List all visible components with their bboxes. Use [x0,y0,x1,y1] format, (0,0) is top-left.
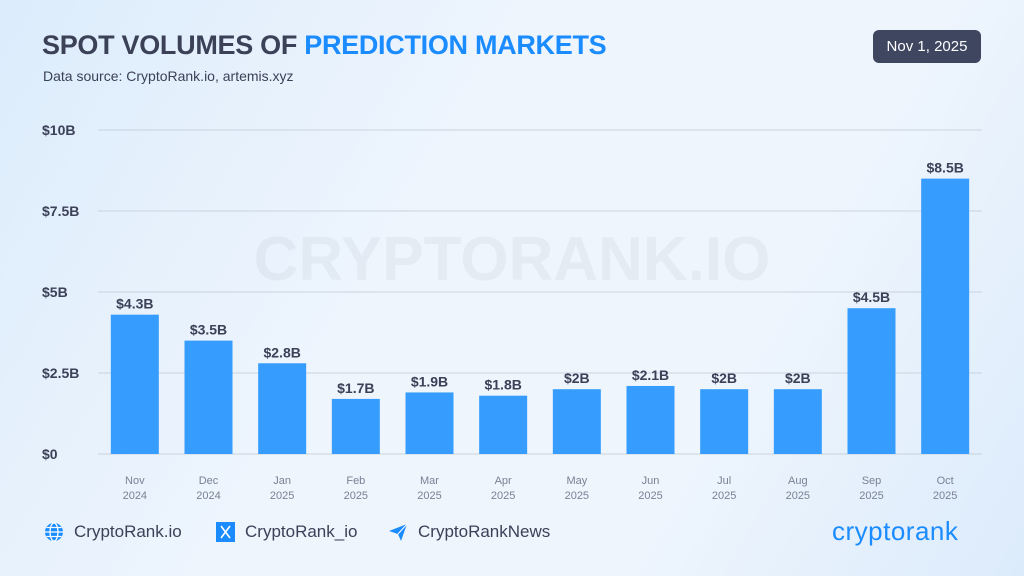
data-label: $8.5B [926,160,963,176]
y-tick-label: $7.5B [42,203,79,219]
y-tick-label: $0 [42,446,58,462]
x-tick-label: Mar [420,475,439,487]
x-tick-year: 2025 [712,490,736,502]
footer-website[interactable]: CryptoRank.io [44,522,182,542]
x-tick-year: 2025 [270,490,294,502]
x-tick-year: 2025 [786,490,810,502]
x-tick-label: Jan [273,475,291,487]
x-tick-year: 2025 [491,490,515,502]
x-tick-year: 2025 [565,490,589,502]
watermark: CRYPTORANK.IO [254,225,771,294]
page-title: SPOT VOLUMES OF PREDICTION MARKETS [42,30,607,61]
x-tick-year: 2025 [344,490,368,502]
twitter-label: CryptoRank_io [245,522,358,541]
footer-telegram[interactable]: CryptoRankNews [388,522,550,542]
data-label: $2.1B [632,367,669,383]
footer-twitter[interactable]: CryptoRank_io [216,522,357,542]
cryptorank-logo: cryptorank [832,516,959,546]
x-tick-label: Aug [788,475,808,487]
data-label: $1.8B [484,377,521,393]
date-badge: Nov 1, 2025 [873,30,981,63]
globe-icon [44,522,64,542]
x-tick-label: May [566,475,587,487]
x-tick-label: Sep [862,475,882,487]
data-source: Data source: CryptoRank.io, artemis.xyz [43,68,294,84]
bar [110,314,159,454]
data-label: $2B [785,370,811,386]
x-tick-label: Jun [642,475,660,487]
bar [258,363,307,454]
x-tick-label: Oct [937,475,954,487]
bar [331,398,380,454]
y-tick-label: $2.5B [42,365,79,381]
y-tick-label: $5B [42,284,68,300]
bar [479,395,528,454]
bar [921,178,970,454]
data-label: $2.8B [263,344,300,360]
data-label: $2B [564,370,590,386]
bar [626,385,675,454]
x-tick-year: 2024 [196,490,220,502]
x-tick-year: 2025 [638,490,662,502]
data-label: $4.5B [853,289,890,305]
data-label: $1.9B [411,373,448,389]
bar [773,389,822,454]
website-label: CryptoRank.io [74,522,182,541]
x-tick-year: 2025 [417,490,441,502]
data-label: $3.5B [190,322,227,338]
data-label: $1.7B [337,380,374,396]
x-tick-year: 2024 [123,490,147,502]
telegram-label: CryptoRankNews [418,522,551,541]
bar [847,308,896,454]
x-tick-label: Nov [125,475,145,487]
x-tick-label: Apr [495,475,512,487]
bar [552,389,601,454]
title-main: SPOT VOLUMES OF [42,30,305,60]
x-tick-label: Jul [717,475,731,487]
bar [405,392,454,454]
bar [700,389,749,454]
x-tick-year: 2025 [859,490,883,502]
y-tick-label: $10B [42,122,75,138]
data-label: $2B [711,370,737,386]
bar [184,340,233,454]
x-tick-label: Dec [199,475,219,487]
x-tick-year: 2025 [933,490,957,502]
telegram-icon [388,522,408,542]
title-highlight: PREDICTION MARKETS [304,30,607,60]
data-label: $4.3B [116,296,153,312]
x-tick-label: Feb [346,475,365,487]
x-icon [216,522,235,542]
